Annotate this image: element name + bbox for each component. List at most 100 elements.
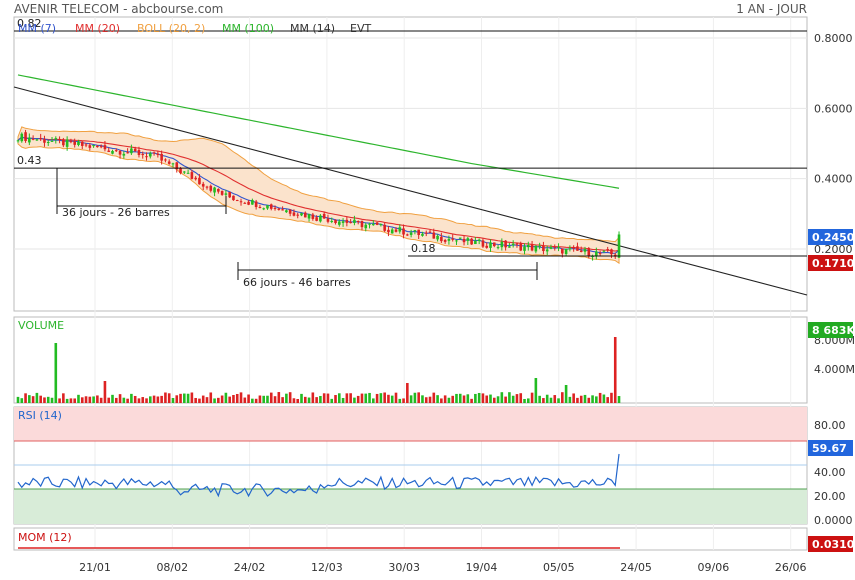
volume-bar: [587, 397, 591, 403]
candle-body: [591, 256, 594, 258]
candle-body: [561, 248, 564, 254]
volume-bar: [277, 392, 281, 403]
volume-bar: [602, 394, 606, 403]
volume-bar: [610, 392, 613, 403]
candles: [16, 129, 621, 261]
volume-bar: [80, 397, 84, 403]
candle-body: [602, 250, 606, 252]
volume-bar: [92, 396, 95, 403]
volume-bar: [424, 397, 428, 403]
candle-body: [296, 214, 300, 216]
volume-bar: [160, 395, 163, 403]
level-label: 0.43: [17, 154, 42, 167]
candle-body: [458, 237, 462, 239]
volume-bar: [345, 393, 349, 403]
volume-bar: [69, 398, 73, 403]
candle-body: [247, 201, 250, 205]
volume-badge-bg: [808, 322, 853, 338]
volume-bar: [209, 392, 213, 403]
candle-body: [114, 150, 118, 152]
volume-bar: [28, 395, 31, 403]
candle-body: [288, 209, 292, 214]
date-tick-label: 30/03: [388, 561, 420, 574]
level-label: 0.82: [17, 17, 42, 30]
candle-body: [485, 245, 489, 248]
volume-bar: [285, 393, 288, 403]
candle-body: [515, 243, 519, 245]
date-tick-label: 24/05: [620, 561, 652, 574]
candle-body: [534, 245, 538, 252]
candle-body: [338, 221, 341, 225]
candle-body: [368, 223, 371, 225]
candle-body: [334, 219, 337, 224]
candle-body: [73, 141, 76, 145]
volume-bar: [137, 398, 141, 403]
ma20-line: [17, 136, 620, 252]
candle-body: [228, 191, 231, 198]
candle-body: [281, 209, 284, 211]
volume-bar: [598, 392, 602, 403]
candle-body: [481, 240, 485, 247]
candle-body: [466, 238, 470, 241]
volume-bar: [50, 397, 54, 403]
volume-bar: [338, 393, 341, 403]
volume-bar: [118, 394, 122, 403]
rsi-tick-label: 40.00: [814, 466, 846, 479]
candle-body: [606, 249, 609, 251]
candle-body: [46, 142, 50, 144]
candle-body: [28, 137, 31, 143]
volume-bar: [462, 395, 466, 403]
period-label: 1 AN - JOUR: [736, 2, 807, 16]
volume-bar: [500, 392, 504, 403]
candle-body: [232, 195, 235, 201]
annotation-label: 36 jours - 26 barres: [62, 206, 170, 219]
volume-bar: [368, 392, 371, 403]
volume-bar: [458, 393, 462, 403]
volume-bar: [149, 396, 152, 403]
volume-bar: [217, 397, 220, 403]
volume-bar: [519, 393, 523, 403]
volume-bar: [353, 397, 356, 403]
candle-body: [387, 229, 390, 233]
candle-body: [519, 243, 523, 251]
volume-bar: [186, 393, 190, 403]
candle-body: [205, 186, 209, 188]
candle-body: [432, 232, 436, 239]
volume-bar: [568, 396, 572, 403]
candle-body: [243, 202, 247, 204]
candle-body: [440, 236, 443, 242]
volume-bar: [84, 396, 88, 403]
volume-bar: [224, 392, 228, 403]
candle-body: [220, 190, 224, 195]
candle-body: [421, 233, 424, 236]
volume-bar: [205, 397, 209, 403]
volume-bar: [561, 392, 564, 403]
candle-body: [330, 220, 334, 222]
volume-bar: [413, 392, 417, 403]
candle-body: [598, 253, 602, 255]
candle-body: [235, 200, 239, 202]
volume-bar: [470, 398, 473, 403]
candle-body: [617, 234, 621, 258]
volume-bars: [16, 337, 621, 403]
candle-body: [303, 212, 307, 218]
volume-bar: [198, 398, 201, 403]
horizontal-levels: 0.82 0.43 0.18 36 jours - 26 barres 66 jours…: [14, 17, 807, 289]
volume-bar: [523, 398, 526, 403]
candle-body: [587, 248, 591, 257]
candle-body: [545, 249, 549, 252]
volume-bar: [141, 397, 145, 403]
volume-bar: [349, 393, 352, 403]
candle-body: [62, 139, 65, 146]
candle-body: [356, 221, 360, 223]
chart-title: AVENIR TELECOM - abcbourse.com: [14, 2, 224, 16]
volume-bar: [394, 392, 398, 403]
volume-bar: [485, 395, 489, 403]
candle-body: [137, 149, 141, 156]
ma100-line: [17, 74, 620, 189]
volume-bar: [383, 392, 386, 403]
volume-bar: [130, 393, 133, 403]
date-tick-label: 12/03: [311, 561, 343, 574]
date-tick-label: 09/06: [698, 561, 730, 574]
candle-body: [96, 145, 99, 148]
